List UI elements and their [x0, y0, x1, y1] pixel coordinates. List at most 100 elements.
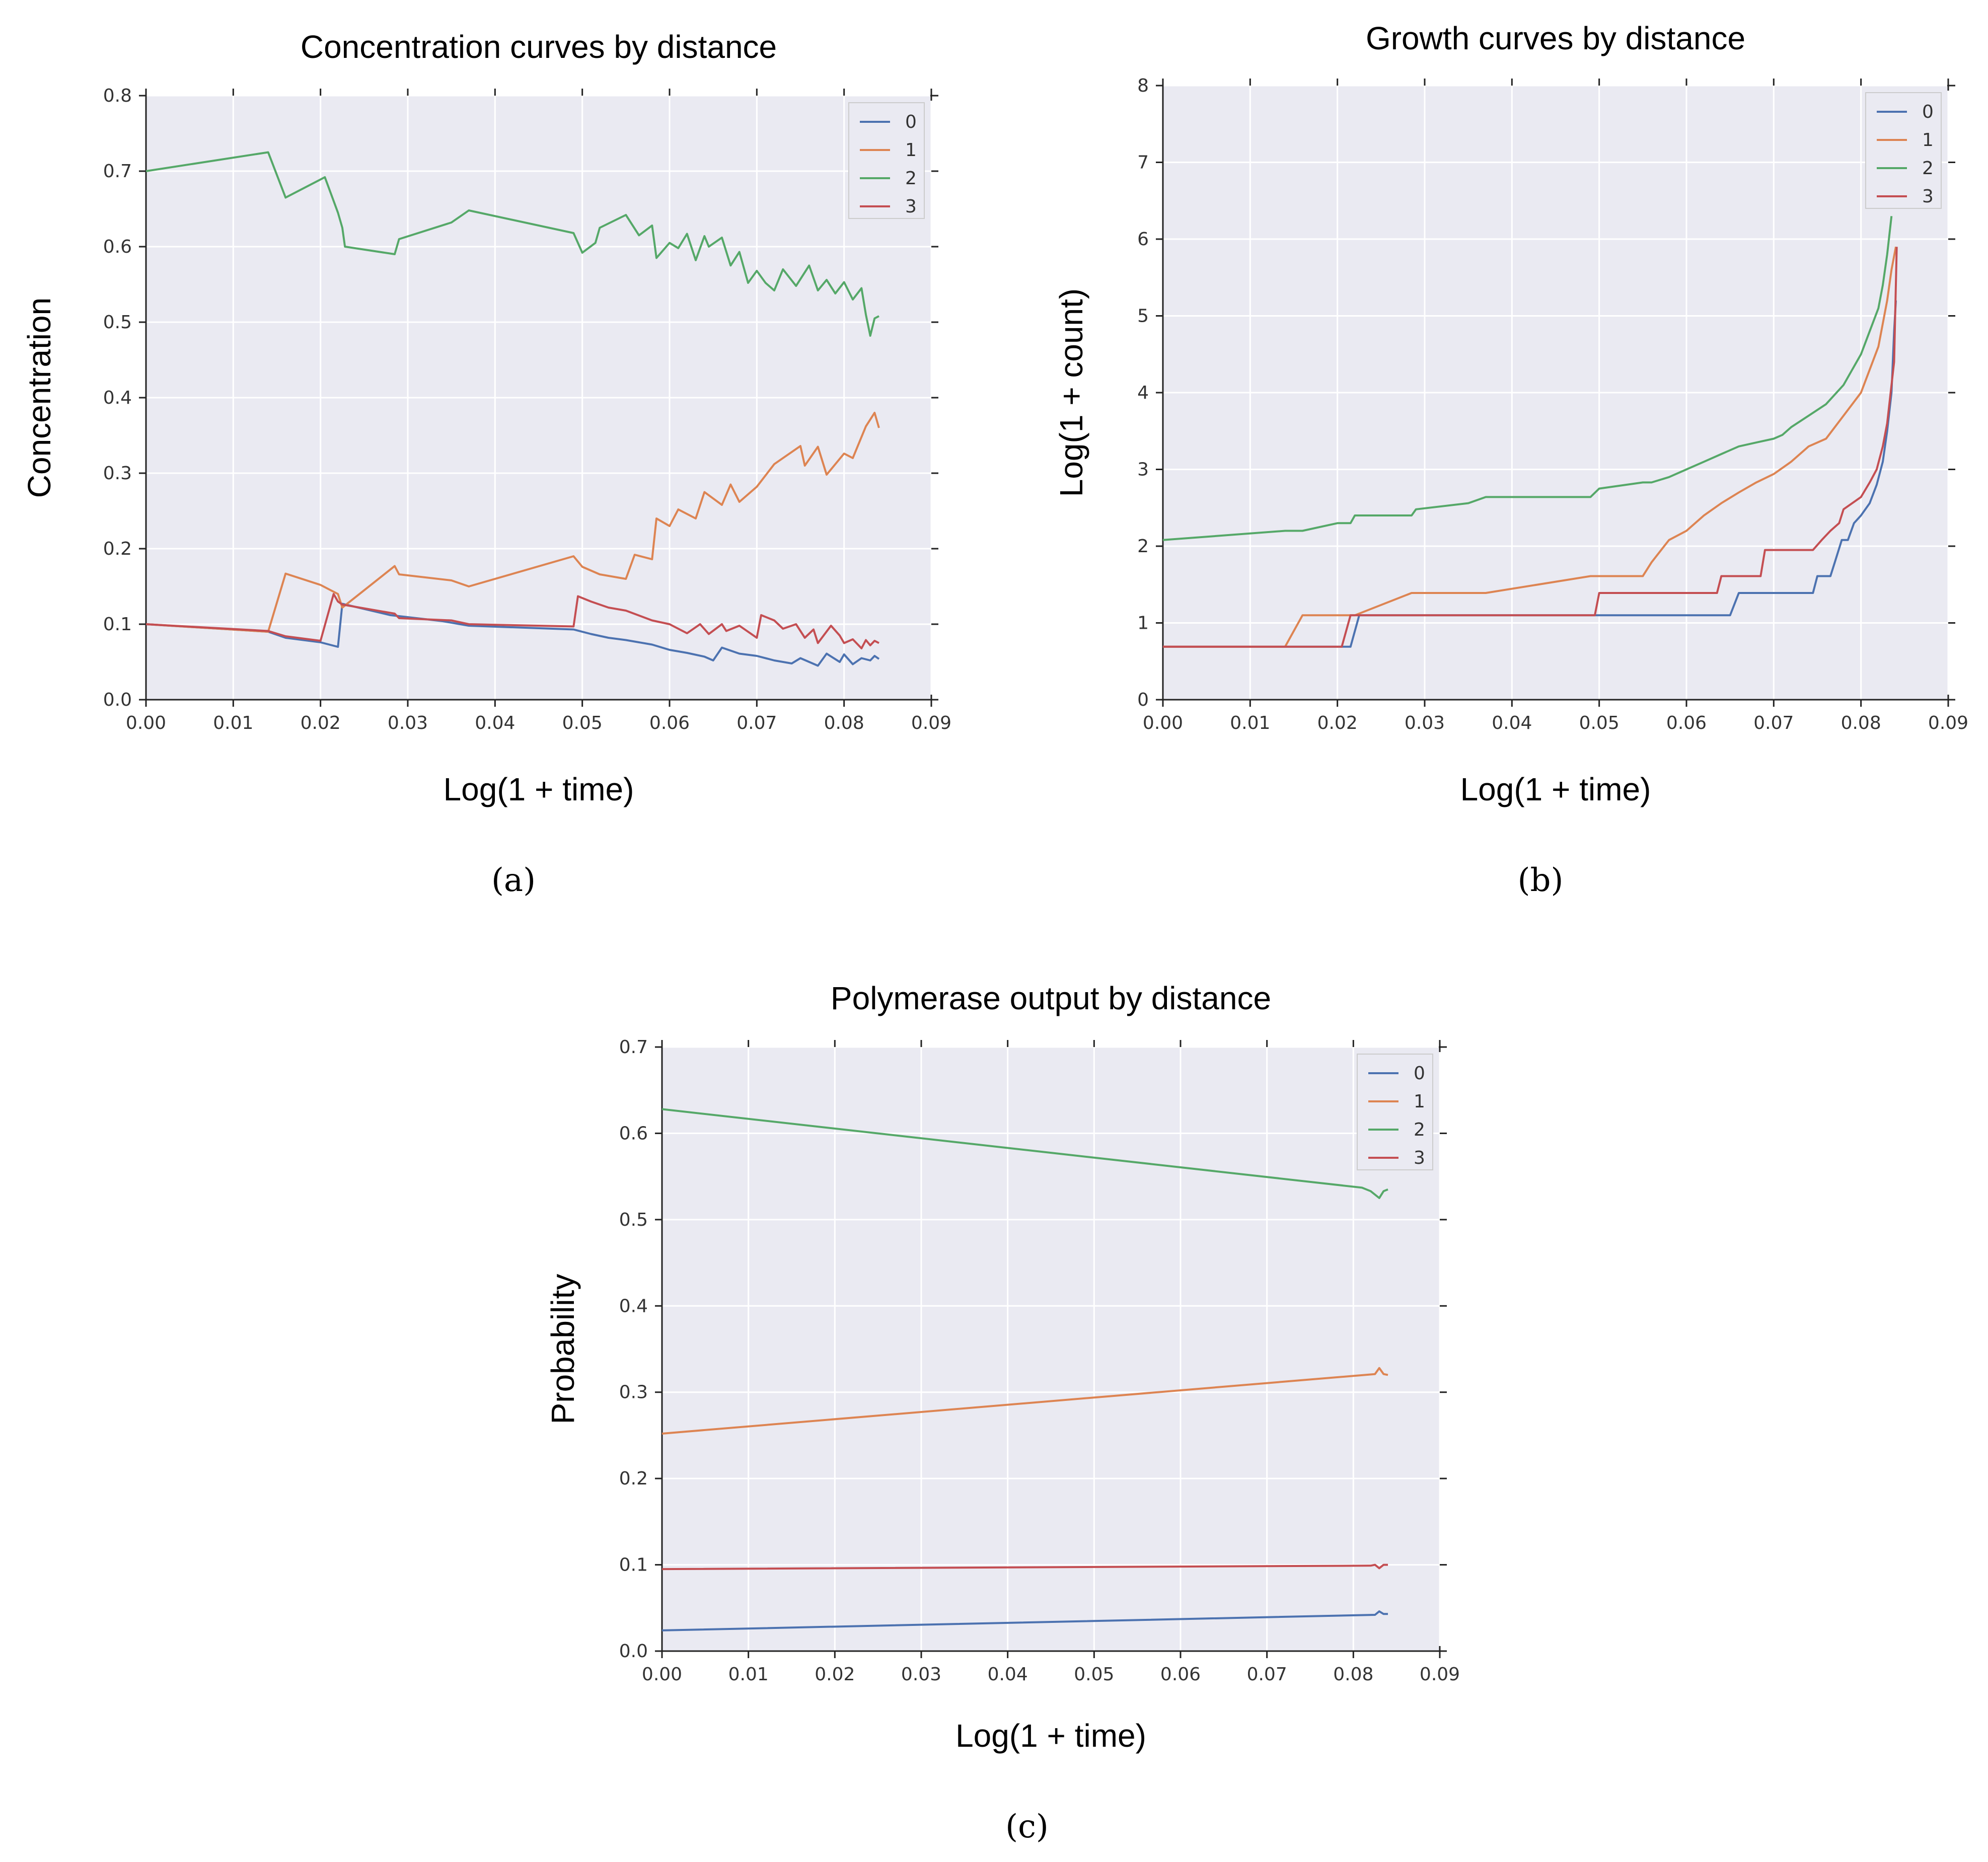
series-line-2: [145, 151, 879, 337]
y-tick-label: 0.5: [103, 312, 132, 333]
y-tick-label: 0.5: [619, 1210, 648, 1230]
chart-title: Concentration curves by distance: [301, 29, 777, 65]
legend-label: 1: [905, 140, 917, 161]
series-line-1: [1163, 246, 1897, 648]
legend-label: 3: [1922, 186, 1934, 207]
gridlines: [1162, 85, 1949, 701]
plot-area: [662, 1047, 1440, 1651]
x-tick-label: 0.00: [642, 1664, 682, 1685]
y-tick-label: 8: [1137, 76, 1149, 96]
x-tick-label: 0.02: [1317, 713, 1358, 733]
x-tick-label: 0.04: [988, 1664, 1028, 1685]
y-tick-label: 0.4: [619, 1296, 648, 1316]
x-tick-label: 0.04: [1492, 713, 1532, 733]
series-line-2: [661, 1108, 1388, 1199]
y-tick-label: 4: [1137, 383, 1149, 403]
x-tick-label: 0.05: [1579, 713, 1619, 733]
legend-label: 2: [905, 168, 917, 189]
legend: 0 1 2 3: [848, 102, 925, 219]
legend: 0 1 2 3: [1865, 92, 1942, 209]
legend-label: 3: [1414, 1148, 1425, 1168]
y-tick-label: 0.6: [103, 237, 132, 257]
x-tick-label: 0.00: [1143, 713, 1183, 733]
caption-a: (a): [491, 862, 536, 899]
legend: 0 1 2 3: [1357, 1054, 1433, 1170]
x-tick-label: 0.07: [1753, 713, 1794, 733]
x-tick-label: 0.01: [213, 713, 253, 733]
y-tick-label: 7: [1137, 153, 1149, 173]
y-tick-label: 5: [1137, 306, 1149, 327]
x-tick-label: 0.09: [1420, 1664, 1460, 1685]
caption-b: (b): [1518, 862, 1564, 899]
y-tick-label: 2: [1137, 536, 1149, 557]
x-tick-label: 0.06: [1160, 1664, 1201, 1685]
x-tick-label: 0.08: [1841, 713, 1881, 733]
y-axis-label: Log(1 + count): [1053, 288, 1089, 497]
x-tick-label: 0.02: [815, 1664, 855, 1685]
series-line-3: [145, 593, 879, 649]
x-tick-label: 0.07: [737, 713, 777, 733]
series-line-3: [1163, 247, 1898, 648]
series-line-0: [661, 1610, 1388, 1631]
x-tick-label: 0.03: [1405, 713, 1445, 733]
x-tick-label: 0.03: [901, 1664, 941, 1685]
x-tick-label: 0.05: [1074, 1664, 1114, 1685]
legend-label: 2: [1414, 1120, 1425, 1140]
y-tick-label: 3: [1137, 460, 1149, 480]
legend-label: 0: [1414, 1063, 1425, 1084]
y-tick-label: 0.0: [619, 1641, 648, 1662]
chart-a: 0.00 0.01 0.02 0.03 0.04 0.05 0.06 0.07 0.08 0.09…: [21, 29, 951, 899]
series-line-2: [1162, 216, 1893, 541]
x-tick-label: 0.08: [824, 713, 864, 733]
legend-label: 0: [905, 112, 917, 132]
y-tick-label: 0.2: [103, 539, 132, 559]
chart-title: Polymerase output by distance: [831, 980, 1271, 1016]
y-axis-label: Concentration: [21, 297, 57, 498]
y-axis-label: Probability: [545, 1274, 581, 1425]
y-tick-label: 0.0: [103, 690, 132, 710]
legend-label: 1: [1922, 130, 1934, 151]
legend-label: 3: [905, 196, 917, 217]
x-axis-label: Log(1 + time): [955, 1718, 1146, 1754]
caption-c: (c): [1005, 1808, 1049, 1845]
x-tick-label: 0.05: [562, 713, 603, 733]
x-axis-label: Log(1 + time): [1460, 771, 1651, 807]
y-tick-label: 0.1: [619, 1555, 648, 1576]
x-tick-label: 0.07: [1247, 1664, 1287, 1685]
x-axis-label: Log(1 + time): [444, 771, 634, 807]
y-tick-label: 0.2: [619, 1468, 648, 1489]
x-tick-label: 0.06: [1666, 713, 1707, 733]
series-line-0: [1163, 300, 1897, 648]
y-tick-label: 0.1: [103, 614, 132, 635]
chart-b: 0.00 0.01 0.02 0.03 0.04 0.05 0.06 0.07 0.08 0.09…: [1053, 20, 1968, 899]
x-tick-label: 0.03: [388, 713, 428, 733]
y-tick-label: 0.7: [619, 1037, 648, 1058]
series-line-3: [661, 1563, 1388, 1571]
series-line-1: [145, 412, 880, 633]
x-tick-label: 0.04: [475, 713, 515, 733]
y-tick-label: 0.3: [103, 463, 132, 484]
x-tick-label: 0.01: [1230, 713, 1270, 733]
y-tick-label: 0: [1137, 690, 1149, 710]
x-tick-label: 0.08: [1333, 1664, 1373, 1685]
y-tick-label: 0.4: [103, 388, 132, 408]
y-tick-label: 1: [1137, 613, 1149, 634]
x-tick-label: 0.02: [301, 713, 341, 733]
legend-label: 2: [1922, 158, 1934, 179]
x-tick-label: 0.00: [126, 713, 166, 733]
chart-c: 0.00 0.01 0.02 0.03 0.04 0.05 0.06 0.07 0.08 0.09…: [545, 980, 1460, 1845]
legend-label: 1: [1414, 1091, 1425, 1112]
series-line-1: [661, 1367, 1388, 1435]
chart-title: Growth curves by distance: [1366, 20, 1745, 56]
x-tick-label: 0.09: [1928, 713, 1968, 733]
x-tick-label: 0.01: [728, 1664, 769, 1685]
legend-label: 0: [1922, 102, 1934, 122]
x-tick-label: 0.06: [649, 713, 690, 733]
y-tick-label: 0.6: [619, 1123, 648, 1144]
y-tick-label: 0.3: [619, 1382, 648, 1403]
y-tick-label: 6: [1137, 229, 1149, 250]
x-tick-label: 0.09: [911, 713, 951, 733]
y-tick-label: 0.7: [103, 161, 132, 182]
y-tick-label: 0.8: [103, 86, 132, 106]
